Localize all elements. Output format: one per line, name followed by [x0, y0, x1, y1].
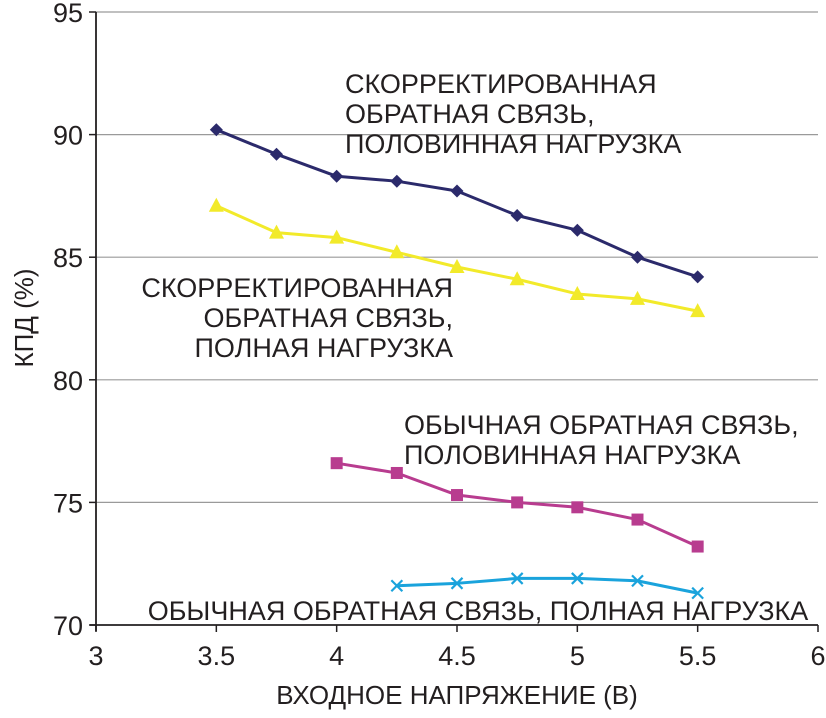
series-2 — [208, 197, 706, 318]
series-1 — [209, 123, 705, 284]
y-tick-label: 70 — [53, 611, 83, 641]
data-point — [631, 513, 644, 526]
data-point — [570, 223, 584, 237]
data-point — [691, 540, 704, 553]
data-point — [390, 466, 403, 479]
axes — [90, 12, 818, 631]
data-point — [691, 586, 704, 600]
data-point — [510, 209, 524, 223]
data-point — [510, 572, 524, 585]
series-annotation-line: ОБЫЧНАЯ ОБРАТНАЯ СВЯЗЬ, — [404, 410, 799, 440]
data-point — [690, 303, 706, 318]
x-tick-label: 3.5 — [198, 641, 236, 671]
data-point — [450, 577, 464, 590]
data-point — [270, 147, 283, 161]
x-tick-label: 6 — [810, 641, 825, 671]
x-tick-label: 3 — [88, 641, 103, 671]
y-tick-label: 75 — [53, 488, 83, 518]
series-annotation-line: ПОЛНАЯ НАГРУЗКА — [195, 333, 453, 363]
data-point — [569, 285, 585, 300]
data-point — [511, 496, 524, 509]
data-point — [449, 259, 465, 274]
data-point — [509, 271, 525, 286]
tick-labels: 70 75 80 85 90 95 3 3.5 4 4.5 5 5.5 6 — [53, 0, 826, 671]
series-3 — [330, 457, 704, 553]
x-tick-label: 5.5 — [679, 641, 717, 671]
data-point — [390, 174, 404, 188]
series-annotation-line: СКОРРЕКТИРОВАННАЯ — [141, 273, 453, 303]
data-point — [630, 290, 645, 305]
series-annotation-line: СКОРРЕКТИРОВАННАЯ — [345, 69, 657, 99]
data-point — [330, 457, 343, 470]
data-point — [389, 244, 405, 259]
y-tick-label: 90 — [53, 121, 83, 151]
series-line — [396, 576, 698, 595]
data-point — [571, 501, 584, 514]
series-annotation-line: ОБЫЧНАЯ ОБРАТНАЯ СВЯЗЬ, ПОЛНАЯ НАГРУЗКА — [148, 596, 809, 626]
data-point — [571, 572, 584, 585]
data-point — [451, 489, 463, 502]
series-annotation-line: ОБРАТНАЯ СВЯЗЬ, — [204, 303, 453, 333]
y-tick-label: 85 — [53, 243, 83, 273]
x-axis-label: ВХОДНОЕ НАПРЯЖЕНИЕ (В) — [276, 680, 638, 710]
x-tick-label: 5 — [570, 641, 585, 671]
data-point — [631, 250, 644, 264]
series-group — [208, 123, 706, 600]
data-point — [329, 229, 345, 244]
y-tick-label: 95 — [53, 0, 83, 28]
data-point — [691, 270, 705, 284]
y-tick-label: 80 — [53, 366, 83, 396]
x-tick-label: 4.5 — [438, 641, 476, 671]
x-tick-label: 4 — [329, 641, 344, 671]
series-4 — [390, 572, 704, 600]
data-point — [208, 197, 224, 212]
series-annotation-line: ПОЛОВИННАЯ НАГРУЗКА — [404, 440, 740, 470]
data-point — [390, 579, 404, 593]
data-point — [631, 574, 644, 588]
data-point — [450, 184, 464, 198]
series-annotation-line: ПОЛОВИННАЯ НАГРУЗКА — [345, 129, 681, 159]
data-point — [209, 123, 223, 137]
data-point — [330, 169, 344, 183]
series-annotation-line: ОБРАТНАЯ СВЯЗЬ, — [345, 99, 594, 129]
data-point — [269, 224, 284, 239]
y-axis-label: КПД (%) — [9, 268, 39, 367]
